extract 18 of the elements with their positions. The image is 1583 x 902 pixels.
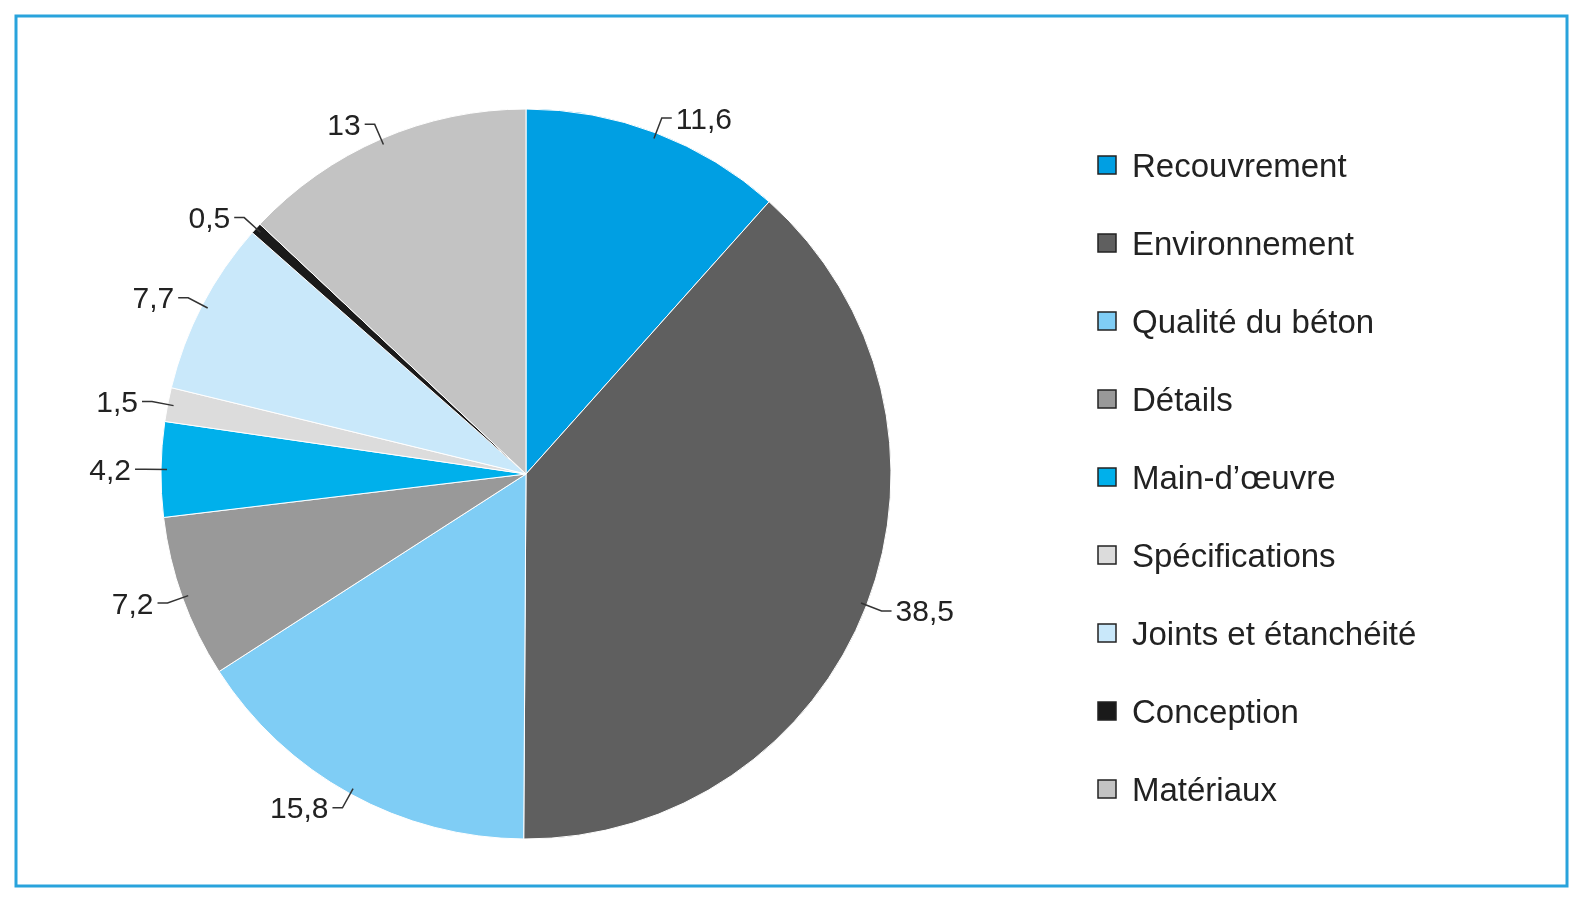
legend-label: Joints et étanchéité bbox=[1132, 614, 1417, 652]
legend-label: Matériaux bbox=[1132, 770, 1278, 808]
legend-label: Conception bbox=[1132, 692, 1299, 730]
data-label: 7,2 bbox=[111, 586, 154, 620]
data-label: 11,6 bbox=[675, 101, 732, 135]
legend-label: Qualité du béton bbox=[1132, 302, 1375, 340]
legend-label: Main-d’œuvre bbox=[1132, 458, 1336, 496]
legend-label: Spécifications bbox=[1132, 536, 1336, 574]
legend-label: Détails bbox=[1132, 380, 1233, 418]
data-label: 4,2 bbox=[89, 452, 132, 486]
data-label: 15,8 bbox=[270, 791, 329, 825]
data-label: 1,5 bbox=[96, 384, 138, 418]
legend-label: Environnement bbox=[1132, 224, 1354, 262]
data-label: 7,7 bbox=[132, 281, 175, 315]
data-label: 38,5 bbox=[895, 594, 954, 628]
legend-label: Recouvrement bbox=[1132, 146, 1347, 184]
data-label: 0,5 bbox=[188, 201, 231, 235]
data-label: 13 bbox=[327, 107, 361, 141]
